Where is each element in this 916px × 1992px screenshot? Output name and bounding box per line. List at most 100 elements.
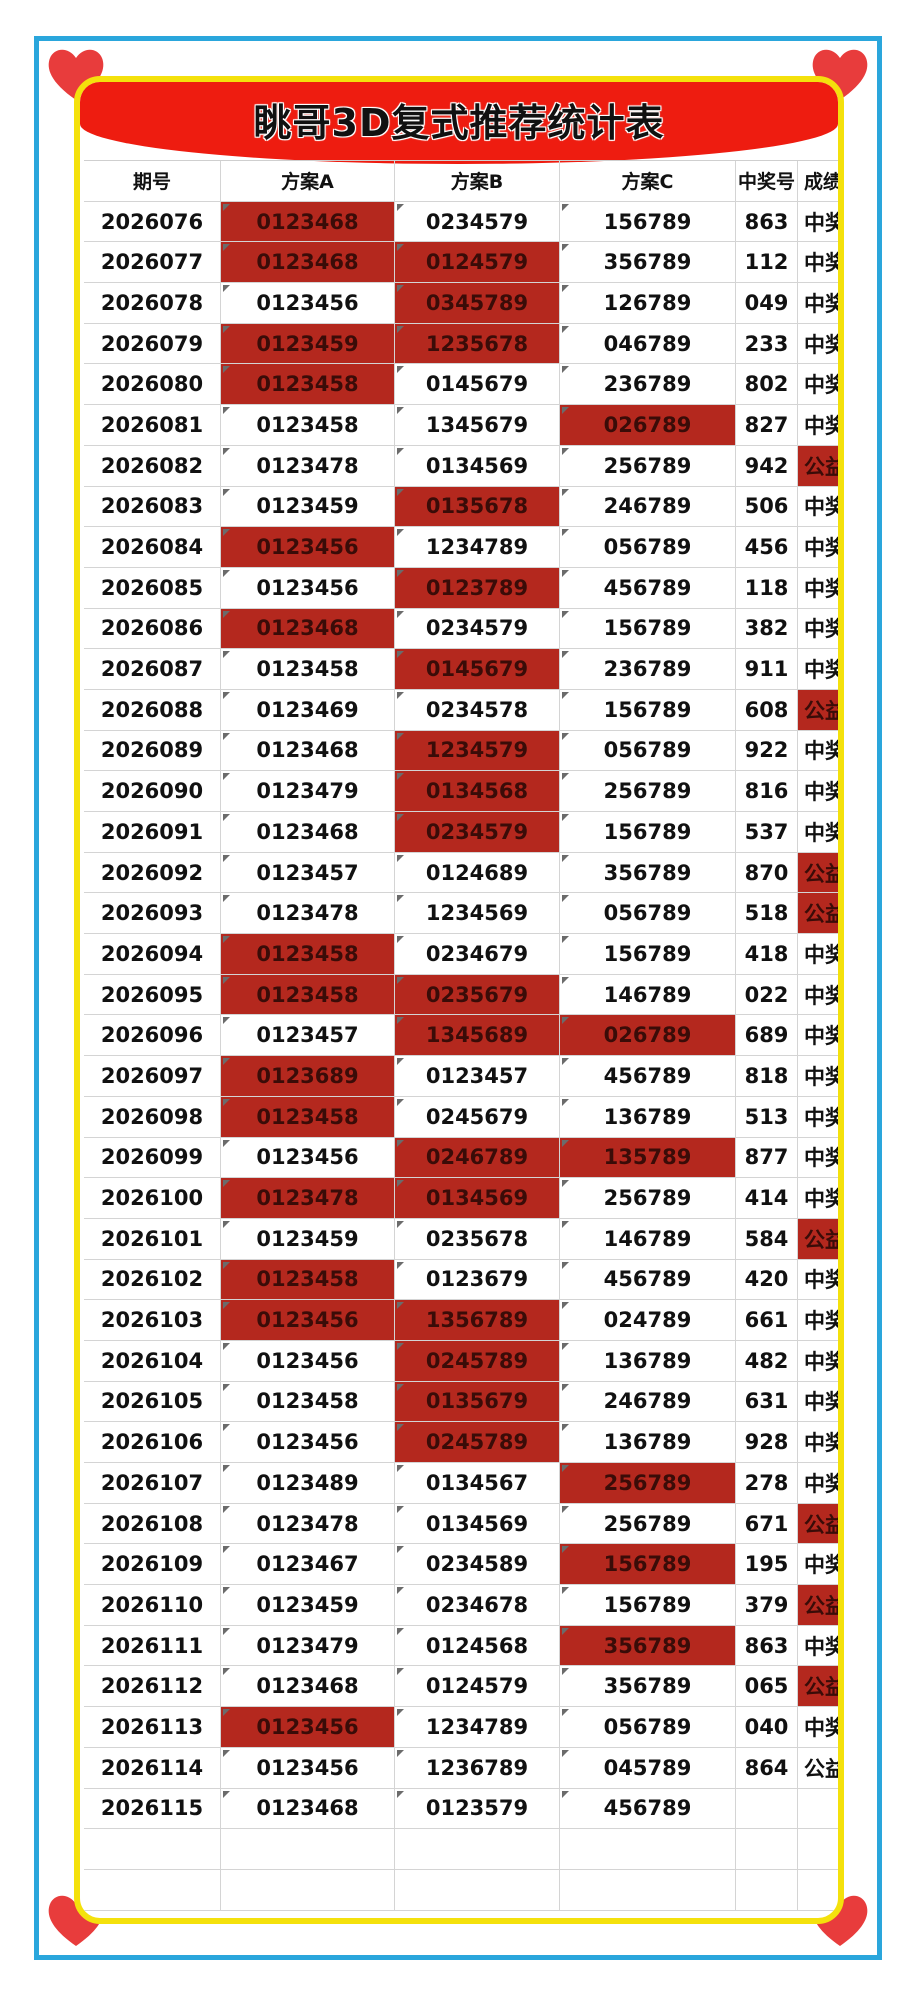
plan-a-cell: 0123458: [221, 1096, 395, 1138]
result-cell: 中奖: [798, 202, 838, 243]
plan-a-cell: 0123467: [221, 1544, 395, 1586]
plan-a-cell: 0123458: [221, 934, 395, 975]
table-row: 2026085 0123456 0123789 456789 118 中奖: [84, 567, 838, 609]
winning-number-cell: 608: [736, 689, 798, 731]
winning-number-cell: 118: [736, 567, 798, 609]
plan-c-cell: 356789: [560, 1625, 736, 1667]
winning-number-cell: 631: [736, 1381, 798, 1423]
plan-b-cell: 0234678: [395, 1585, 560, 1626]
plan-c-cell: 024789: [560, 1300, 736, 1341]
plan-b-cell: 0123789: [395, 567, 560, 609]
plan-c-cell: 056789: [560, 893, 736, 935]
table-row: 2026076 0123468 0234579 156789 863 中奖: [84, 201, 838, 243]
result-cell: 中奖: [798, 1300, 838, 1341]
result-cell: 公益: [798, 852, 838, 894]
plan-a-cell: 0123458: [221, 1259, 395, 1301]
plan-a-cell: 0123468: [221, 1666, 395, 1708]
winning-number-cell: 418: [736, 934, 798, 975]
header-plan-b: 方案B: [395, 161, 560, 202]
plan-b-cell: 0245789: [395, 1340, 560, 1382]
plan-c-cell: 456789: [560, 1259, 736, 1301]
period-cell: 2026102: [84, 1259, 221, 1301]
winning-number-cell: 482: [736, 1340, 798, 1382]
table-row: 2026083 0123459 0135678 246789 506 中奖: [84, 486, 838, 528]
winning-number-cell: 584: [736, 1218, 798, 1260]
table-row: 2026080 0123458 0145679 236789 802 中奖: [84, 364, 838, 406]
empty-cell: [221, 1829, 395, 1870]
result-cell: 中奖: [798, 1015, 838, 1057]
result-cell: 中奖: [798, 568, 838, 609]
plan-a-cell: 0123468: [221, 242, 395, 284]
winning-number-cell: 414: [736, 1178, 798, 1219]
empty-cell: [560, 1829, 736, 1870]
plan-c-cell: 236789: [560, 649, 736, 690]
plan-b-cell: 0246789: [395, 1137, 560, 1179]
plan-c-cell: 156789: [560, 1544, 736, 1586]
winning-number-cell: [736, 1788, 798, 1830]
period-cell: 2026112: [84, 1666, 221, 1708]
plan-b-cell: 1234569: [395, 893, 560, 935]
winning-number-cell: 802: [736, 364, 798, 406]
plan-b-cell: 0234579: [395, 201, 560, 243]
result-cell: 中奖: [798, 771, 838, 812]
empty-cell: [84, 1869, 221, 1911]
table-row: 2026078 0123456 0345789 126789 049 中奖: [84, 283, 838, 324]
plan-a-cell: 0123456: [221, 1137, 395, 1179]
plan-c-cell: 136789: [560, 1340, 736, 1382]
plan-a-cell: 0123456: [221, 1707, 395, 1748]
table-row: 2026079 0123459 1235678 046789 233 中奖: [84, 323, 838, 365]
period-cell: 2026101: [84, 1218, 221, 1260]
plan-b-cell: 0124568: [395, 1625, 560, 1667]
plan-c-cell: 246789: [560, 486, 736, 528]
table-row: 2026082 0123478 0134569 256789 942 公益: [84, 445, 838, 487]
plan-a-cell: 0123479: [221, 771, 395, 812]
result-cell: 公益: [798, 1218, 838, 1260]
winning-number-cell: 049: [736, 283, 798, 324]
result-cell: 中奖: [798, 405, 838, 446]
plan-b-cell: 0245679: [395, 1096, 560, 1138]
result-cell: 中奖: [798, 649, 838, 690]
period-cell: 2026083: [84, 486, 221, 528]
plan-a-cell: 0123459: [221, 1585, 395, 1626]
result-cell: [798, 1789, 838, 1830]
plan-b-cell: 0134569: [395, 445, 560, 487]
period-cell: 2026077: [84, 242, 221, 284]
plan-c-cell: 156789: [560, 812, 736, 853]
plan-b-cell: 0135678: [395, 486, 560, 528]
plan-a-cell: 0123456: [221, 567, 395, 609]
plan-a-cell: 0123458: [221, 405, 395, 446]
winning-number-cell: 506: [736, 486, 798, 528]
plan-a-cell: 0123458: [221, 364, 395, 406]
plan-c-cell: 136789: [560, 1096, 736, 1138]
table-row: 2026108 0123478 0134569 256789 671 公益: [84, 1503, 838, 1545]
period-cell: 2026094: [84, 934, 221, 975]
winning-number-cell: 040: [736, 1707, 798, 1748]
table-row: 2026100 0123478 0134569 256789 414 中奖: [84, 1178, 838, 1219]
plan-b-cell: 1234579: [395, 730, 560, 772]
plan-c-cell: 256789: [560, 1178, 736, 1219]
result-cell: 中奖: [798, 1707, 838, 1748]
winning-number-cell: 661: [736, 1300, 798, 1341]
result-cell: 中奖: [798, 1260, 838, 1301]
plan-c-cell: 126789: [560, 283, 736, 324]
empty-row: [84, 1869, 838, 1911]
plan-c-cell: 356789: [560, 242, 736, 284]
plan-c-cell: 136789: [560, 1422, 736, 1463]
table-row: 2026086 0123468 0234579 156789 382 中奖: [84, 608, 838, 650]
winning-number-cell: 513: [736, 1096, 798, 1138]
result-cell: 中奖: [798, 1138, 838, 1179]
plan-c-cell: 026789: [560, 405, 736, 446]
plan-b-cell: 0234579: [395, 812, 560, 853]
plan-c-cell: 456789: [560, 1788, 736, 1830]
winning-number-cell: 671: [736, 1503, 798, 1545]
period-cell: 2026095: [84, 974, 221, 1016]
table-row: 2026109 0123467 0234589 156789 195 中奖: [84, 1544, 838, 1586]
winning-number-cell: 112: [736, 242, 798, 284]
title-banner: 眺哥3D复式推荐统计表: [80, 82, 838, 164]
table-row: 2026077 0123468 0124579 356789 112 中奖: [84, 242, 838, 284]
table-row: 2026112 0123468 0124579 356789 065 公益: [84, 1666, 838, 1708]
plan-b-cell: 1234789: [395, 1707, 560, 1748]
table-row: 2026094 0123458 0234679 156789 418 中奖: [84, 934, 838, 975]
result-cell: 中奖: [798, 934, 838, 975]
header-result: 成绩: [798, 161, 838, 202]
